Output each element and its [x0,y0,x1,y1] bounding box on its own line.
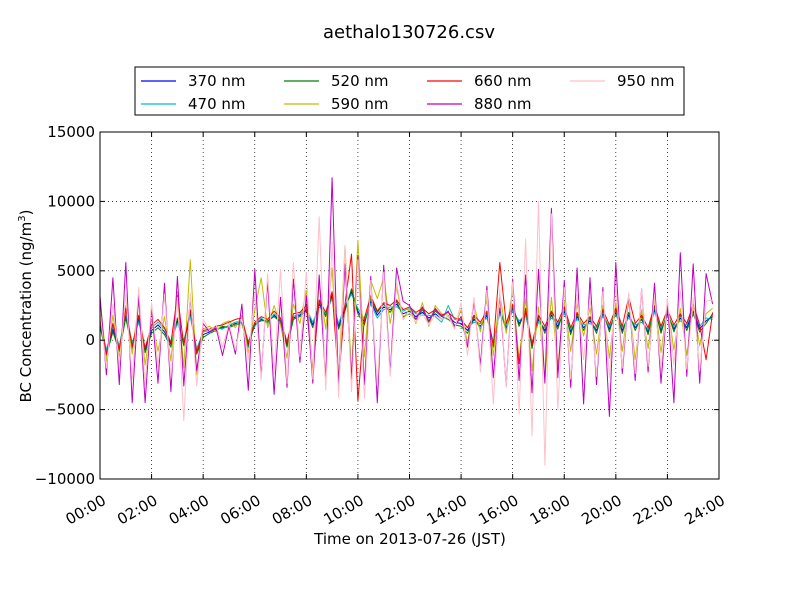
legend-label-520-nm: 520 nm [331,72,389,90]
y-tick-label: −10000 [35,470,95,488]
legend-label-590-nm: 590 nm [331,95,389,113]
x-axis-label: Time on 2013-07-26 (JST) [313,530,506,548]
y-tick-label: 5000 [57,262,95,280]
y-axis-label-close: ) [17,210,35,216]
legend-label-950-nm: 950 nm [617,72,675,90]
y-axis-label-main: BC Concentration (ng/m [17,222,35,403]
y-axis-label: BC Concentration (ng/m3) [17,210,35,403]
chart-title: aethalo130726.csv [323,22,495,43]
series-group [99,177,714,466]
ticks [99,131,720,480]
legend-box [134,66,685,116]
series-line-950-nm [99,200,713,466]
y-tick-label: 0 [85,331,95,349]
y-axis-label-superscript: 3 [17,215,28,221]
legend-label-880-nm: 880 nm [474,95,532,113]
series-line-590-nm [99,239,713,381]
legend-label-660-nm: 660 nm [474,72,532,90]
y-tick-label: 15000 [47,123,95,141]
y-tick-label: 10000 [47,192,95,210]
y-tick-label: −5000 [44,401,95,419]
legend-label-370-nm: 370 nm [188,72,246,90]
y-tick-labels: 15000 10000 5000 0 −5000 −10000 [35,123,95,488]
legend: 370 nm 470 nm 520 nm 590 nm 660 nm 880 nm 950 … [134,66,685,116]
legend-label-470-nm: 470 nm [188,95,246,113]
